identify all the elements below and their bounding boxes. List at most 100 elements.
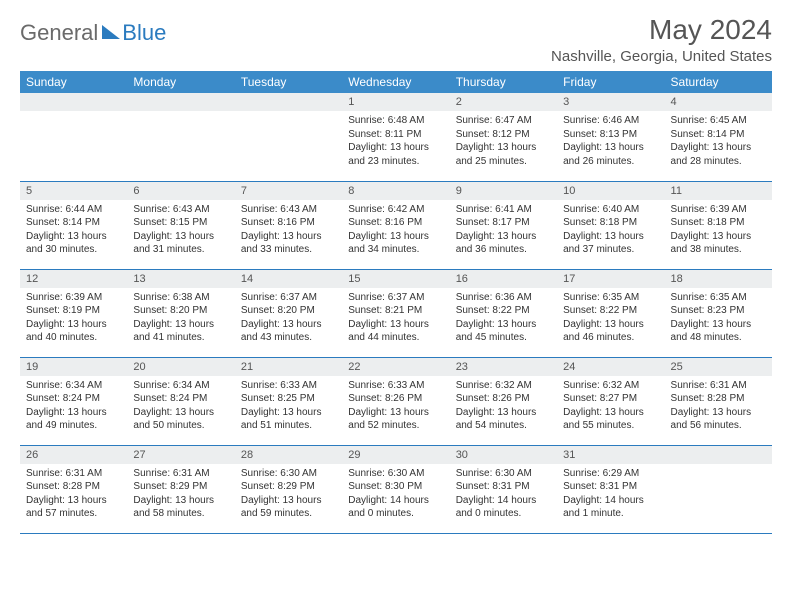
sunset-text: Sunset: 8:19 PM (26, 304, 121, 318)
day-number: 23 (450, 358, 557, 376)
daylight-text: Daylight: 13 hours and 38 minutes. (671, 230, 766, 257)
day-number: 28 (235, 446, 342, 464)
day-number (20, 93, 127, 111)
weekday-header-row: SundayMondayTuesdayWednesdayThursdayFrid… (20, 71, 772, 93)
sunrise-text: Sunrise: 6:29 AM (563, 467, 658, 481)
sunset-text: Sunset: 8:18 PM (563, 216, 658, 230)
daylight-text: Daylight: 13 hours and 56 minutes. (671, 406, 766, 433)
calendar-day-cell: 3Sunrise: 6:46 AMSunset: 8:13 PMDaylight… (557, 93, 664, 181)
sunrise-text: Sunrise: 6:30 AM (348, 467, 443, 481)
calendar-week-row: 19Sunrise: 6:34 AMSunset: 8:24 PMDayligh… (20, 357, 772, 445)
day-body: Sunrise: 6:39 AMSunset: 8:19 PMDaylight:… (20, 288, 127, 348)
calendar-week-row: 1Sunrise: 6:48 AMSunset: 8:11 PMDaylight… (20, 93, 772, 181)
calendar-day-cell (665, 445, 772, 533)
calendar-week-row: 26Sunrise: 6:31 AMSunset: 8:28 PMDayligh… (20, 445, 772, 533)
calendar-day-cell: 23Sunrise: 6:32 AMSunset: 8:26 PMDayligh… (450, 357, 557, 445)
calendar-day-cell: 16Sunrise: 6:36 AMSunset: 8:22 PMDayligh… (450, 269, 557, 357)
sunrise-text: Sunrise: 6:33 AM (241, 379, 336, 393)
day-body: Sunrise: 6:47 AMSunset: 8:12 PMDaylight:… (450, 111, 557, 171)
day-number: 19 (20, 358, 127, 376)
day-body: Sunrise: 6:35 AMSunset: 8:22 PMDaylight:… (557, 288, 664, 348)
day-number: 2 (450, 93, 557, 111)
weekday-header: Thursday (450, 71, 557, 93)
daylight-text: Daylight: 13 hours and 41 minutes. (133, 318, 228, 345)
sunrise-text: Sunrise: 6:46 AM (563, 114, 658, 128)
sunrise-text: Sunrise: 6:33 AM (348, 379, 443, 393)
sunrise-text: Sunrise: 6:30 AM (241, 467, 336, 481)
sunrise-text: Sunrise: 6:36 AM (456, 291, 551, 305)
sunrise-text: Sunrise: 6:31 AM (26, 467, 121, 481)
day-number (665, 446, 772, 464)
weekday-header: Saturday (665, 71, 772, 93)
calendar-day-cell: 8Sunrise: 6:42 AMSunset: 8:16 PMDaylight… (342, 181, 449, 269)
day-number: 27 (127, 446, 234, 464)
day-body: Sunrise: 6:39 AMSunset: 8:18 PMDaylight:… (665, 200, 772, 260)
sunset-text: Sunset: 8:24 PM (133, 392, 228, 406)
day-body: Sunrise: 6:40 AMSunset: 8:18 PMDaylight:… (557, 200, 664, 260)
sunrise-text: Sunrise: 6:41 AM (456, 203, 551, 217)
sunset-text: Sunset: 8:31 PM (563, 480, 658, 494)
daylight-text: Daylight: 13 hours and 40 minutes. (26, 318, 121, 345)
sunset-text: Sunset: 8:24 PM (26, 392, 121, 406)
calendar-table: SundayMondayTuesdayWednesdayThursdayFrid… (20, 71, 772, 534)
sunrise-text: Sunrise: 6:39 AM (671, 203, 766, 217)
day-number: 5 (20, 182, 127, 200)
sunrise-text: Sunrise: 6:31 AM (133, 467, 228, 481)
day-number: 3 (557, 93, 664, 111)
daylight-text: Daylight: 14 hours and 1 minute. (563, 494, 658, 521)
sunset-text: Sunset: 8:31 PM (456, 480, 551, 494)
logo: General Blue (20, 20, 166, 46)
sunset-text: Sunset: 8:28 PM (26, 480, 121, 494)
sunset-text: Sunset: 8:20 PM (241, 304, 336, 318)
weekday-header: Wednesday (342, 71, 449, 93)
logo-triangle-icon (102, 25, 120, 39)
daylight-text: Daylight: 13 hours and 52 minutes. (348, 406, 443, 433)
weekday-header: Monday (127, 71, 234, 93)
calendar-day-cell: 1Sunrise: 6:48 AMSunset: 8:11 PMDaylight… (342, 93, 449, 181)
sunrise-text: Sunrise: 6:45 AM (671, 114, 766, 128)
sunset-text: Sunset: 8:20 PM (133, 304, 228, 318)
sunrise-text: Sunrise: 6:34 AM (133, 379, 228, 393)
daylight-text: Daylight: 14 hours and 0 minutes. (348, 494, 443, 521)
sunset-text: Sunset: 8:14 PM (26, 216, 121, 230)
sunset-text: Sunset: 8:28 PM (671, 392, 766, 406)
sunrise-text: Sunrise: 6:40 AM (563, 203, 658, 217)
daylight-text: Daylight: 13 hours and 59 minutes. (241, 494, 336, 521)
month-title: May 2024 (551, 14, 772, 46)
day-number: 8 (342, 182, 449, 200)
calendar-day-cell (20, 93, 127, 181)
day-number: 7 (235, 182, 342, 200)
day-number: 25 (665, 358, 772, 376)
calendar-day-cell: 2Sunrise: 6:47 AMSunset: 8:12 PMDaylight… (450, 93, 557, 181)
calendar-day-cell: 10Sunrise: 6:40 AMSunset: 8:18 PMDayligh… (557, 181, 664, 269)
day-number: 16 (450, 270, 557, 288)
calendar-day-cell: 14Sunrise: 6:37 AMSunset: 8:20 PMDayligh… (235, 269, 342, 357)
day-body: Sunrise: 6:38 AMSunset: 8:20 PMDaylight:… (127, 288, 234, 348)
sunset-text: Sunset: 8:26 PM (456, 392, 551, 406)
day-body (127, 111, 234, 117)
day-body: Sunrise: 6:36 AMSunset: 8:22 PMDaylight:… (450, 288, 557, 348)
daylight-text: Daylight: 13 hours and 37 minutes. (563, 230, 658, 257)
title-block: May 2024 Nashville, Georgia, United Stat… (551, 14, 772, 65)
day-body (665, 464, 772, 470)
sunset-text: Sunset: 8:22 PM (563, 304, 658, 318)
day-number (235, 93, 342, 111)
daylight-text: Daylight: 13 hours and 34 minutes. (348, 230, 443, 257)
day-number: 29 (342, 446, 449, 464)
location-text: Nashville, Georgia, United States (551, 48, 772, 65)
daylight-text: Daylight: 13 hours and 46 minutes. (563, 318, 658, 345)
day-body: Sunrise: 6:32 AMSunset: 8:26 PMDaylight:… (450, 376, 557, 436)
day-body: Sunrise: 6:33 AMSunset: 8:26 PMDaylight:… (342, 376, 449, 436)
sunrise-text: Sunrise: 6:38 AM (133, 291, 228, 305)
day-body: Sunrise: 6:37 AMSunset: 8:21 PMDaylight:… (342, 288, 449, 348)
calendar-day-cell: 5Sunrise: 6:44 AMSunset: 8:14 PMDaylight… (20, 181, 127, 269)
day-number (127, 93, 234, 111)
daylight-text: Daylight: 13 hours and 26 minutes. (563, 141, 658, 168)
weekday-header: Tuesday (235, 71, 342, 93)
day-body: Sunrise: 6:29 AMSunset: 8:31 PMDaylight:… (557, 464, 664, 524)
day-number: 6 (127, 182, 234, 200)
sunset-text: Sunset: 8:29 PM (241, 480, 336, 494)
day-number: 9 (450, 182, 557, 200)
day-number: 24 (557, 358, 664, 376)
daylight-text: Daylight: 13 hours and 51 minutes. (241, 406, 336, 433)
